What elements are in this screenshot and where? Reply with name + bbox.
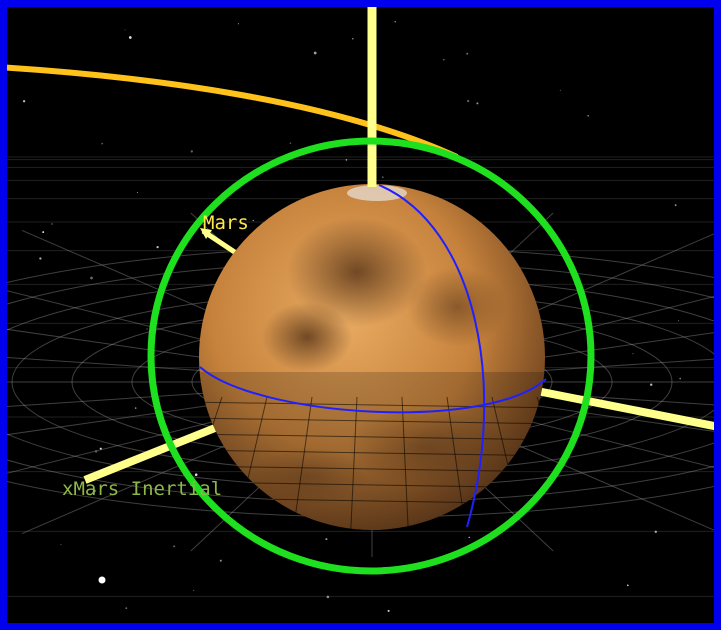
star	[219, 559, 222, 562]
star	[146, 328, 148, 330]
star	[193, 589, 195, 591]
star	[467, 99, 470, 103]
star	[468, 536, 470, 539]
star	[93, 489, 96, 493]
star	[325, 538, 328, 541]
star	[101, 142, 104, 145]
star	[559, 89, 562, 92]
planet-grid-line	[349, 396, 358, 530]
equator-line	[199, 366, 547, 414]
planet-grid-line	[199, 417, 545, 425]
star	[194, 473, 198, 476]
star	[387, 609, 390, 612]
star	[289, 142, 292, 145]
planet-grid-line	[401, 396, 410, 530]
planet-grid-line	[199, 433, 545, 441]
star	[632, 353, 634, 355]
star	[466, 52, 469, 55]
star	[345, 159, 348, 161]
star	[173, 545, 176, 548]
star	[42, 231, 45, 234]
star	[313, 51, 317, 55]
orbit-path	[7, 64, 459, 160]
star	[252, 219, 254, 222]
star	[99, 447, 102, 450]
star	[39, 257, 42, 260]
star	[476, 102, 479, 105]
star	[587, 114, 590, 117]
mars-label: Mars	[203, 212, 249, 234]
star	[136, 191, 138, 194]
star	[678, 320, 680, 322]
star	[442, 58, 445, 61]
y-inertial-axis	[531, 386, 714, 431]
star	[125, 607, 128, 610]
prime-meridian-line	[378, 184, 486, 528]
star	[156, 245, 159, 249]
star	[679, 377, 681, 380]
star	[134, 407, 137, 409]
star	[352, 37, 354, 40]
star	[124, 29, 126, 31]
star	[649, 383, 653, 386]
star	[90, 276, 93, 280]
planet-grid-line	[199, 401, 545, 409]
star	[654, 530, 657, 533]
star	[626, 584, 629, 587]
star	[674, 204, 677, 207]
star	[326, 595, 330, 599]
planet-grid-line	[199, 396, 223, 530]
star	[128, 36, 132, 39]
mars-label-pointer	[201, 228, 241, 258]
star	[94, 450, 98, 453]
x-inertial-axis-label: xMars Inertial	[62, 478, 222, 500]
star	[60, 543, 62, 546]
planet-grid-line	[199, 449, 545, 457]
star	[51, 223, 53, 225]
scene-canvas[interactable]: Mars xMars Inertial	[7, 7, 714, 623]
star	[190, 150, 193, 153]
star	[394, 20, 396, 23]
mars-label-arrowhead	[200, 228, 212, 239]
bright-star	[98, 576, 106, 584]
star	[22, 100, 26, 103]
orbit-ring	[147, 137, 595, 575]
star	[237, 23, 239, 25]
star	[381, 176, 384, 179]
